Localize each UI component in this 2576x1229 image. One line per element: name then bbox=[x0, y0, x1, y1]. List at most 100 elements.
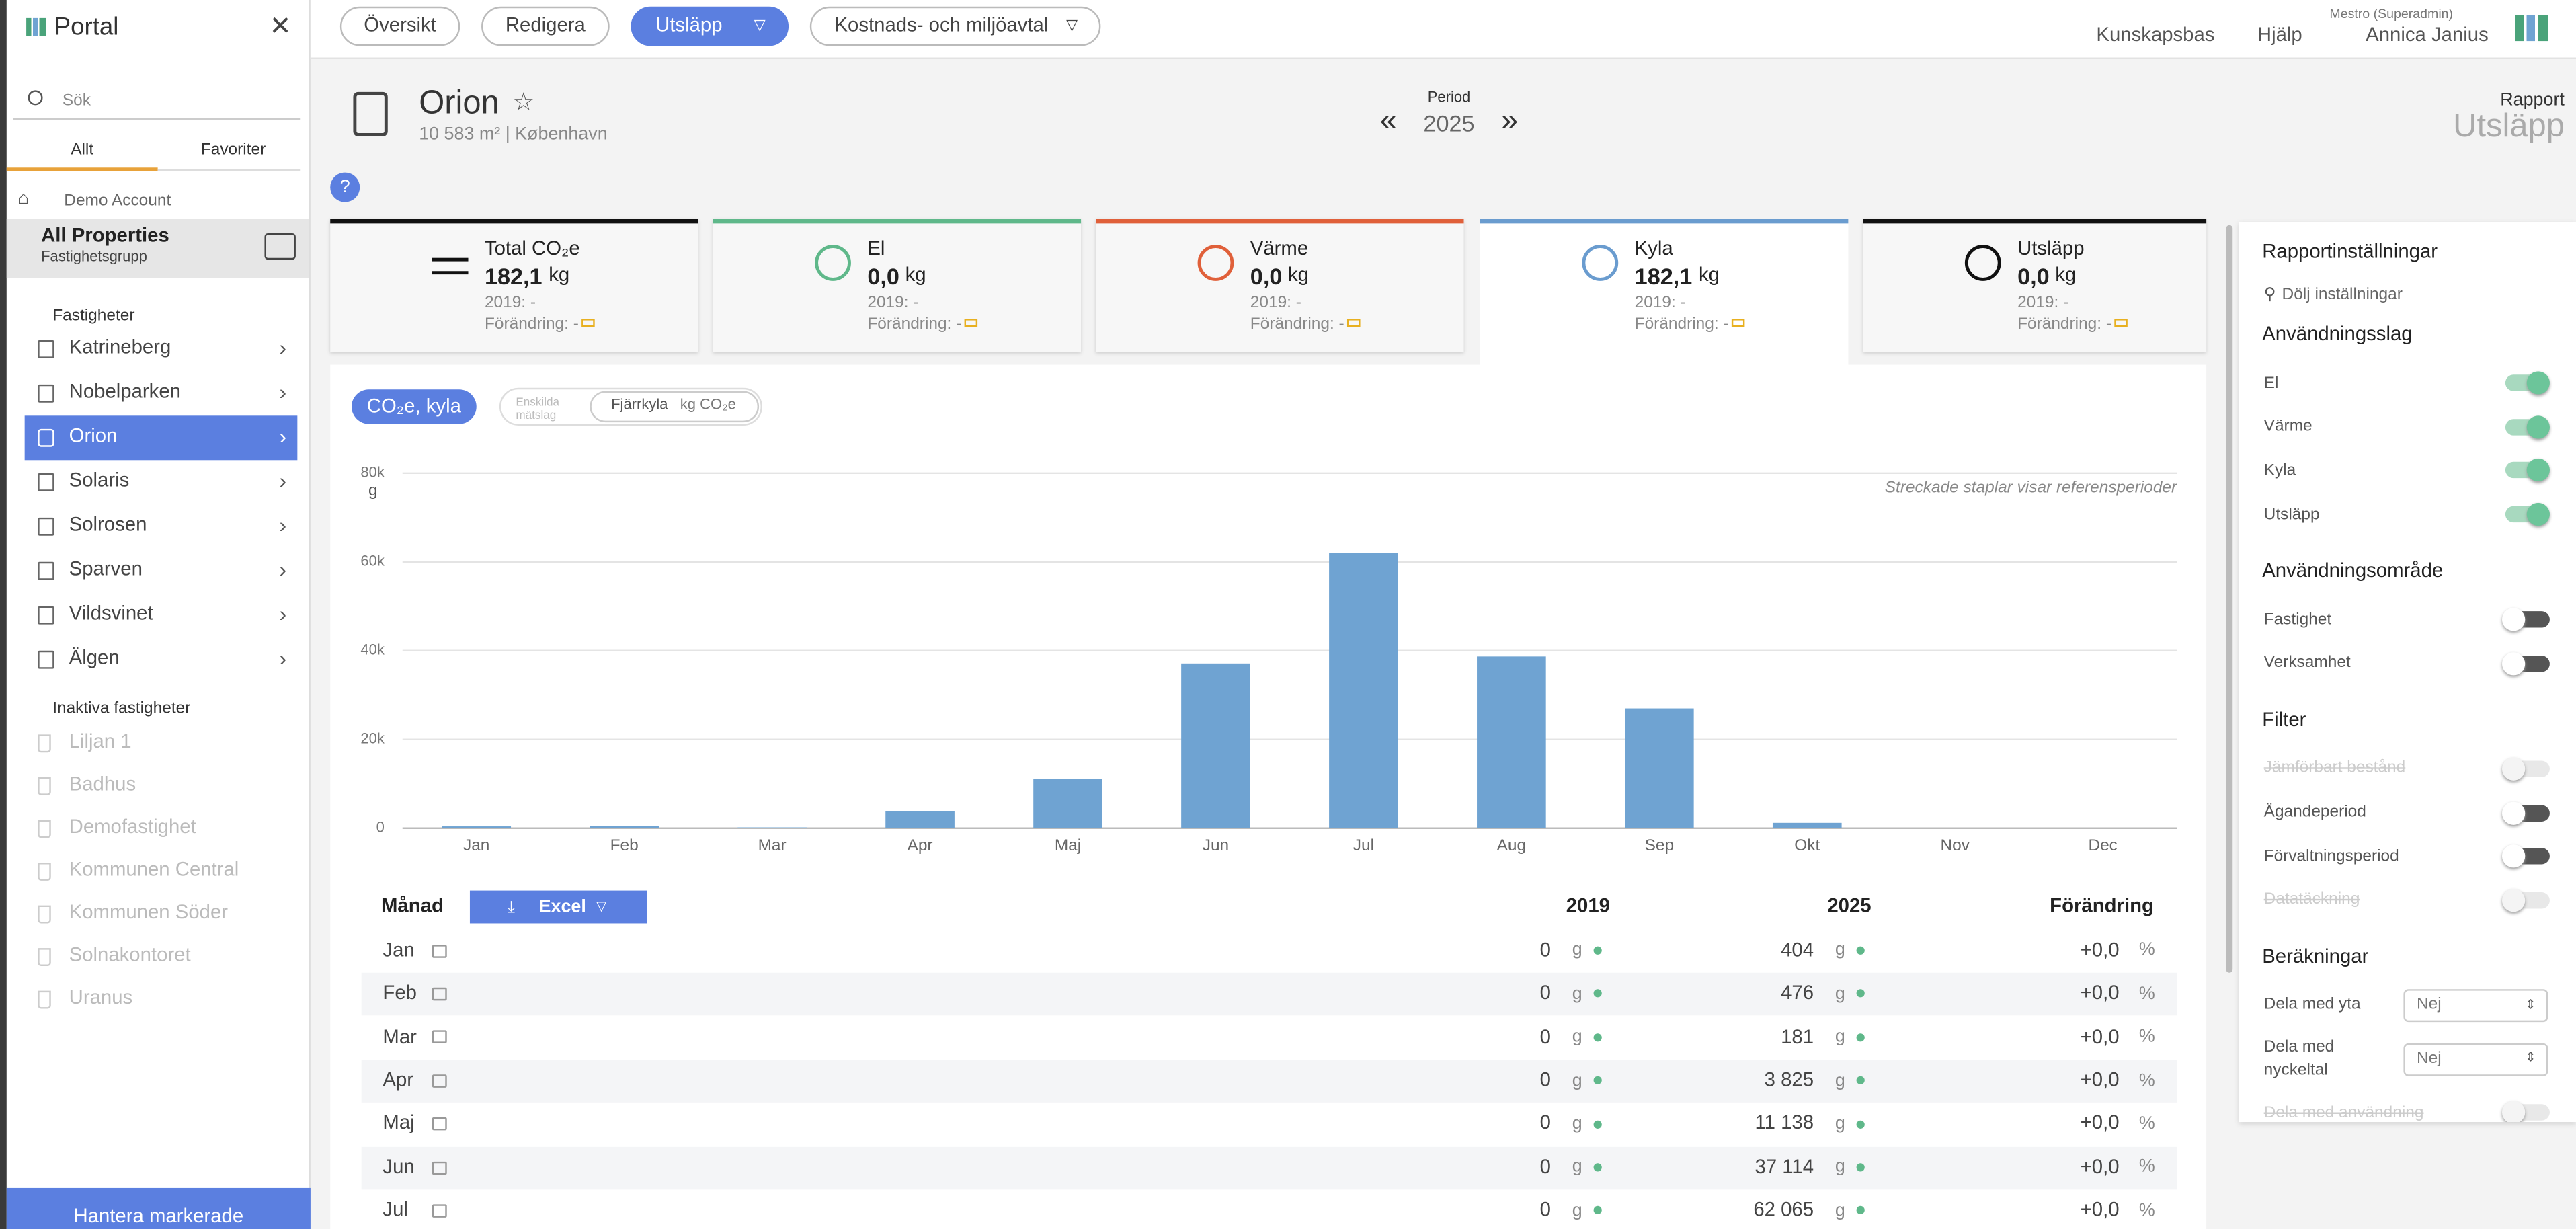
search-input[interactable]: Sök bbox=[62, 91, 91, 110]
summary-card[interactable] bbox=[1096, 219, 1464, 352]
x-tick-label: Feb bbox=[610, 836, 639, 855]
card-value: 182,1 bbox=[484, 262, 542, 289]
card-icon bbox=[1964, 245, 2001, 281]
month-cell: Apr bbox=[383, 1068, 414, 1091]
report-label: Rapport bbox=[2500, 90, 2565, 110]
card-unit: kg bbox=[905, 263, 926, 286]
prev-period[interactable]: « bbox=[1379, 104, 1397, 137]
inactive-property[interactable]: Kommunen Söder bbox=[69, 900, 229, 924]
card-value: 0,0 bbox=[2017, 262, 2050, 289]
inactive-property[interactable]: Solnakontoret bbox=[69, 943, 191, 967]
inactive-property[interactable]: Liljan 1 bbox=[69, 729, 132, 753]
property-name[interactable]: Sparven bbox=[69, 557, 143, 581]
nav-tab[interactable] bbox=[809, 6, 1101, 46]
inactive-property[interactable]: Kommunen Central bbox=[69, 858, 239, 881]
selected-row[interactable] bbox=[24, 415, 298, 461]
series-chip[interactable] bbox=[590, 391, 760, 423]
change-cell: +0,0 bbox=[2080, 1024, 2120, 1047]
card-unit: kg bbox=[549, 263, 570, 286]
value-cell: 3 825 bbox=[1764, 1068, 1814, 1091]
y-tick-label: 60k bbox=[360, 553, 385, 569]
toggle-knob bbox=[2526, 459, 2550, 483]
unit-cell: g bbox=[1572, 984, 1582, 1004]
select-caret: ⇕ bbox=[2525, 1050, 2536, 1066]
footer-button[interactable]: Hantera markerade bbox=[6, 1187, 311, 1229]
row-link-icon[interactable] bbox=[432, 1160, 447, 1175]
checkbox bbox=[38, 428, 54, 447]
section-title: Beräkningar bbox=[2262, 945, 2369, 968]
property-name[interactable]: Solrosen bbox=[69, 512, 147, 537]
setting-label: Kyla bbox=[2263, 461, 2296, 480]
status-dot bbox=[1593, 1163, 1602, 1172]
property-name[interactable]: Orion bbox=[69, 424, 118, 448]
select[interactable] bbox=[2403, 1042, 2548, 1076]
close-button[interactable]: ✕ bbox=[269, 12, 292, 41]
trash-icon bbox=[38, 863, 51, 881]
tab-favorites[interactable]: Favoriter bbox=[200, 140, 266, 159]
summary-card[interactable] bbox=[1863, 219, 2207, 352]
table-header: 2025 bbox=[1827, 894, 1871, 918]
tab-all[interactable]: Allt bbox=[71, 140, 94, 159]
row-link-icon[interactable] bbox=[432, 1117, 447, 1131]
unit-cell: g bbox=[1835, 1113, 1845, 1134]
link[interactable]: Hjälp bbox=[2257, 23, 2302, 46]
card-previous: 2019: - bbox=[1634, 293, 1686, 312]
unit-cell: % bbox=[2138, 1157, 2155, 1177]
nav-tab[interactable] bbox=[339, 6, 460, 46]
select[interactable] bbox=[2403, 988, 2548, 1022]
toggle-knob bbox=[2526, 415, 2550, 438]
select-value: Nej bbox=[2416, 1049, 2442, 1068]
property-name[interactable]: Nobelparken bbox=[69, 379, 181, 403]
inactive-property[interactable]: Badhus bbox=[69, 772, 136, 796]
status-dot bbox=[1593, 1119, 1602, 1128]
setting-label: Dela med yta bbox=[2263, 996, 2361, 1015]
row-bg bbox=[361, 972, 2177, 1016]
property-icon bbox=[38, 340, 54, 358]
group-box bbox=[6, 219, 309, 278]
row-link-icon[interactable] bbox=[432, 1031, 447, 1044]
excel-button[interactable] bbox=[469, 890, 647, 924]
property-icon bbox=[38, 517, 54, 536]
toggle-group[interactable] bbox=[499, 387, 762, 426]
toggle-knob bbox=[2502, 1101, 2526, 1123]
property-name[interactable]: Älgen bbox=[69, 645, 120, 670]
row-link-icon[interactable] bbox=[432, 944, 447, 957]
scrollbar bbox=[2226, 225, 2233, 973]
property-name[interactable]: Katrineberg bbox=[69, 335, 171, 359]
inactive-property[interactable]: Demofastighet bbox=[69, 815, 196, 838]
nav-tab[interactable] bbox=[631, 6, 789, 46]
nav-tab[interactable] bbox=[481, 6, 610, 46]
series-pill[interactable]: CO₂e, kyla bbox=[351, 389, 477, 424]
month-cell: Jan bbox=[383, 937, 415, 961]
property-icon bbox=[38, 650, 54, 669]
setting-label: Dela med nyckeltal bbox=[2263, 1038, 2335, 1079]
tab-underline bbox=[6, 167, 158, 171]
change-arrow bbox=[581, 319, 595, 327]
hide-settings[interactable]: Dölj inställningar bbox=[2282, 285, 2403, 303]
table-header: Månad bbox=[380, 894, 444, 918]
favorite-star[interactable]: ☆ bbox=[512, 89, 535, 118]
summary-card[interactable] bbox=[713, 219, 1082, 352]
y-tick-label: 20k bbox=[360, 730, 385, 747]
next-period[interactable]: » bbox=[1501, 104, 1519, 137]
change-arrow bbox=[1731, 319, 1745, 327]
property-name[interactable]: Vildsvinet bbox=[69, 601, 153, 625]
property-title: Orion bbox=[419, 85, 499, 122]
x-tick-label: Jan bbox=[463, 836, 489, 855]
summary-card[interactable] bbox=[330, 219, 698, 352]
trash-icon bbox=[38, 777, 51, 795]
inactive-property[interactable]: Uranus bbox=[69, 986, 133, 1010]
row-link-icon[interactable] bbox=[432, 1204, 447, 1218]
bar bbox=[1624, 708, 1694, 828]
bar bbox=[442, 826, 512, 828]
link[interactable]: Kunskapsbas bbox=[2096, 23, 2215, 46]
summary-card[interactable] bbox=[1480, 219, 1849, 368]
user-name[interactable]: Annica Janius bbox=[2366, 23, 2489, 46]
unit-cell: g bbox=[1572, 1070, 1582, 1091]
help-button[interactable]: ? bbox=[330, 172, 360, 202]
breadcrumb[interactable]: Demo Account bbox=[64, 191, 171, 210]
property-name[interactable]: Solaris bbox=[69, 468, 130, 492]
row-link-icon[interactable] bbox=[432, 1074, 447, 1088]
row-link-icon[interactable] bbox=[432, 987, 447, 1001]
